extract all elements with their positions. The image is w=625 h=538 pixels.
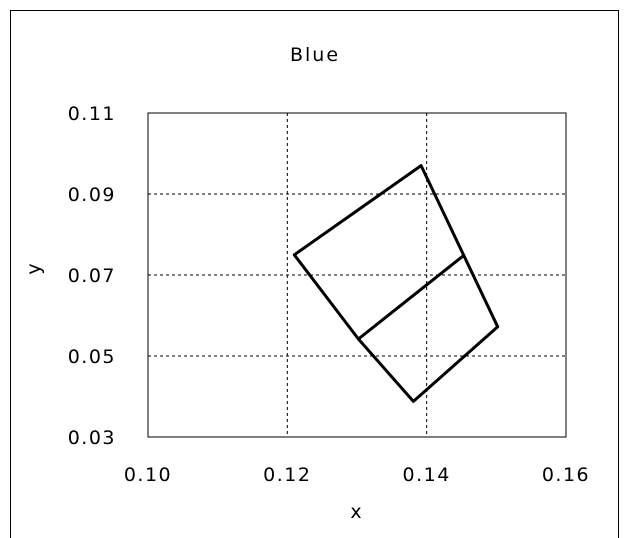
data-series bbox=[292, 164, 500, 403]
y-tick-label: 0.09 bbox=[68, 184, 116, 206]
series-line-1 bbox=[292, 164, 500, 403]
series-line-2 bbox=[356, 254, 466, 341]
y-axis-label: y bbox=[23, 263, 45, 274]
y-tick-labels: 0.11 0.09 0.07 0.05 0.03 bbox=[68, 103, 116, 449]
x-tick-label: 0.10 bbox=[124, 464, 172, 486]
x-tick-label: 0.16 bbox=[542, 464, 590, 486]
grid-lines bbox=[148, 113, 566, 437]
chart-title: Blue bbox=[290, 44, 340, 66]
x-tick-label: 0.12 bbox=[263, 464, 311, 486]
y-tick-label: 0.03 bbox=[68, 427, 116, 449]
x-tick-label: 0.14 bbox=[403, 464, 451, 486]
y-tick-label: 0.11 bbox=[68, 103, 116, 125]
y-tick-label: 0.07 bbox=[68, 265, 116, 287]
y-tick-label: 0.05 bbox=[68, 346, 116, 368]
figure-border bbox=[10, 10, 619, 538]
x-tick-labels: 0.10 0.12 0.14 0.16 bbox=[124, 464, 590, 486]
x-axis-label: x bbox=[350, 501, 361, 523]
plot-area-frame bbox=[147, 112, 567, 438]
